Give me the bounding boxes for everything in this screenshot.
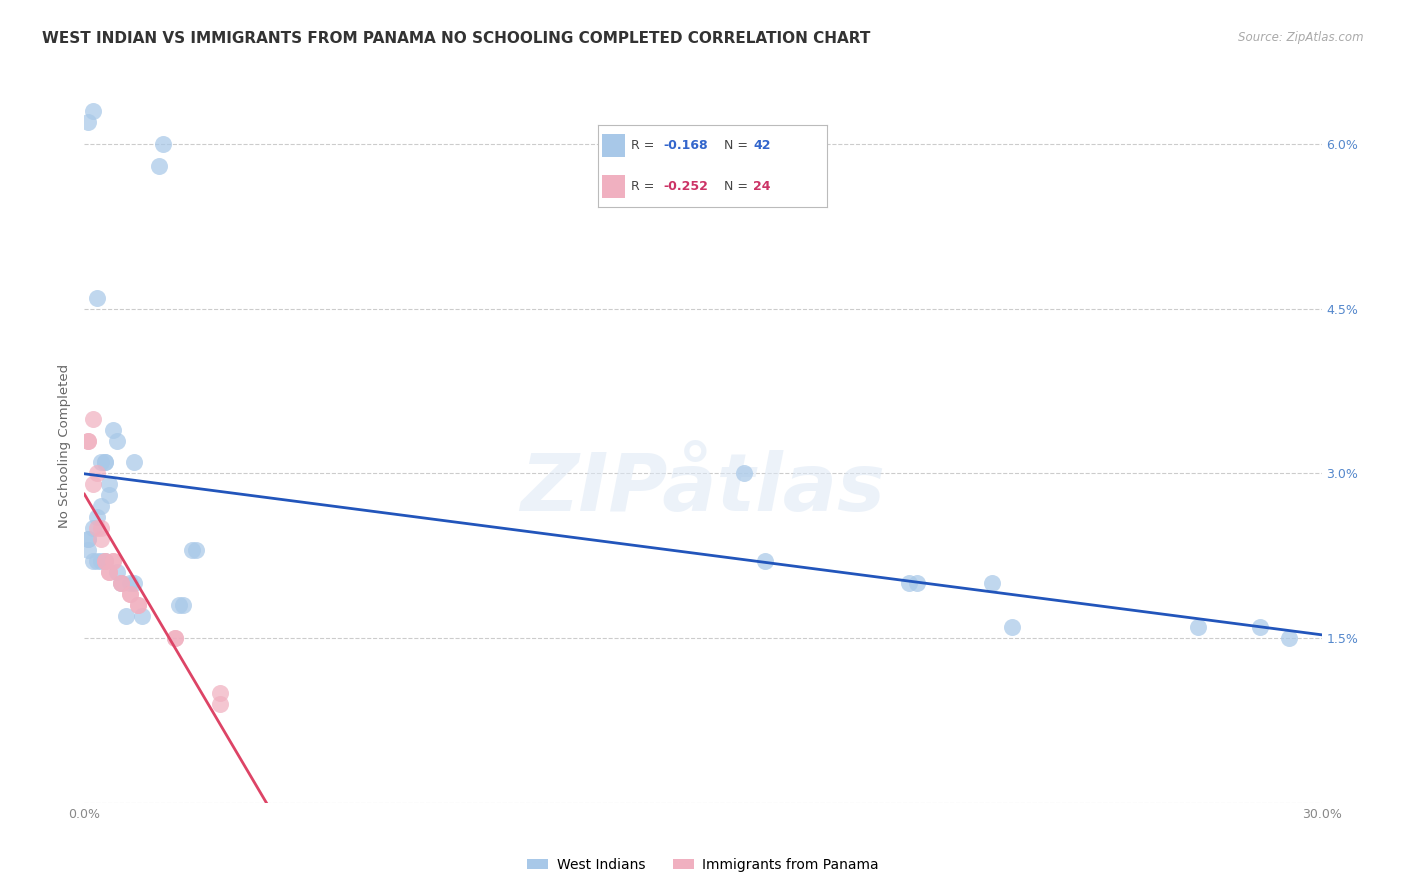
Point — [754, 554, 776, 568]
Point — [1001, 620, 1024, 634]
Point — [77, 434, 100, 448]
Point — [82, 554, 104, 568]
Point — [1187, 620, 1209, 634]
Point — [1278, 631, 1301, 645]
Text: ZIPåtlas: ZIPåtlas — [520, 450, 886, 528]
Point — [98, 477, 121, 491]
Point — [98, 566, 121, 580]
Point — [77, 115, 100, 129]
Point — [77, 434, 100, 448]
Point — [86, 467, 108, 481]
Point — [94, 455, 117, 469]
Point — [152, 137, 174, 152]
Point — [118, 587, 141, 601]
Point — [77, 543, 100, 558]
Point — [1249, 620, 1271, 634]
Point — [898, 576, 921, 591]
Point — [110, 576, 132, 591]
Point — [77, 533, 100, 547]
Point — [90, 455, 112, 469]
Point — [82, 521, 104, 535]
Legend: West Indians, Immigrants from Panama: West Indians, Immigrants from Panama — [522, 853, 884, 878]
Point — [907, 576, 929, 591]
Point — [127, 598, 149, 612]
Point — [94, 554, 117, 568]
Point — [86, 291, 108, 305]
Point — [127, 598, 149, 612]
Point — [165, 631, 187, 645]
Point — [172, 598, 194, 612]
Point — [122, 576, 145, 591]
Point — [118, 587, 141, 601]
Point — [980, 576, 1002, 591]
Point — [82, 411, 104, 425]
Point — [103, 554, 125, 568]
Point — [118, 576, 141, 591]
Point — [122, 455, 145, 469]
Point — [90, 521, 112, 535]
Point — [105, 566, 128, 580]
Point — [94, 455, 117, 469]
Point — [209, 686, 232, 700]
Point — [114, 609, 136, 624]
Point — [90, 533, 112, 547]
Point — [77, 533, 100, 547]
Point — [90, 554, 112, 568]
Point — [103, 423, 125, 437]
Point — [98, 488, 121, 502]
Text: WEST INDIAN VS IMMIGRANTS FROM PANAMA NO SCHOOLING COMPLETED CORRELATION CHART: WEST INDIAN VS IMMIGRANTS FROM PANAMA NO… — [42, 31, 870, 46]
Point — [94, 554, 117, 568]
Point — [105, 434, 128, 448]
Point — [82, 477, 104, 491]
Y-axis label: No Schooling Completed: No Schooling Completed — [58, 364, 72, 528]
Point — [209, 697, 232, 711]
Point — [184, 543, 207, 558]
Point — [94, 554, 117, 568]
Point — [110, 576, 132, 591]
Point — [733, 467, 755, 481]
Point — [98, 566, 121, 580]
Point — [165, 631, 187, 645]
Point — [110, 576, 132, 591]
Point — [90, 500, 112, 514]
Point — [103, 554, 125, 568]
Point — [86, 521, 108, 535]
Point — [86, 554, 108, 568]
Point — [167, 598, 190, 612]
Point — [82, 104, 104, 119]
Point — [180, 543, 202, 558]
Point — [148, 159, 170, 173]
Point — [86, 510, 108, 524]
Text: Source: ZipAtlas.com: Source: ZipAtlas.com — [1239, 31, 1364, 45]
Point — [131, 609, 153, 624]
